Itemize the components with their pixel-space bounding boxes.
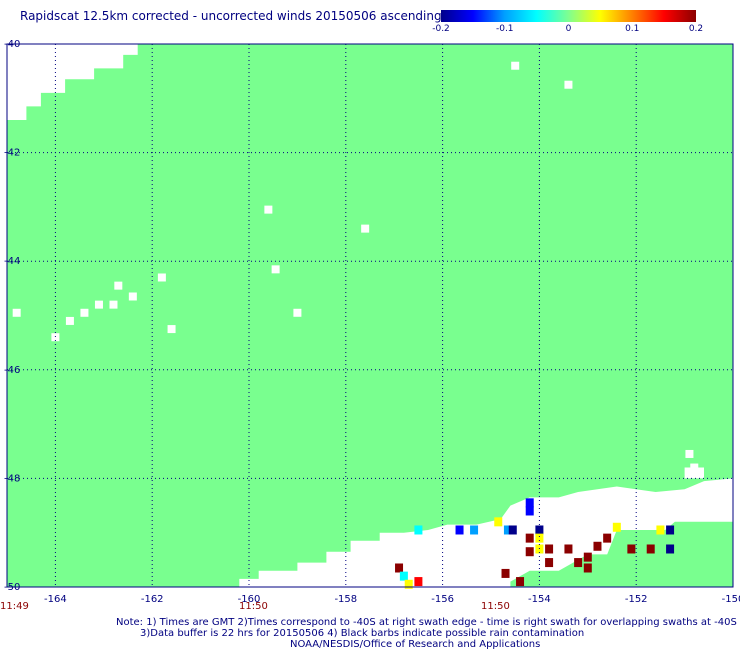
no-data-cell: [12, 308, 21, 317]
no-data-cell: [80, 308, 89, 317]
anomaly-cell: [646, 544, 655, 554]
chart-title: Rapidscat 12.5km corrected - uncorrected…: [20, 9, 442, 23]
anomaly-cell: [455, 525, 464, 535]
colorbar-gradient: [441, 10, 696, 22]
y-tick-labels: -40 -42 -44 -46 -48 -50: [4, 39, 20, 593]
colorbar-tick-label: 0: [566, 24, 572, 34]
anomaly-cell: [404, 579, 413, 589]
y-tick-label: -46: [4, 365, 20, 376]
x-tick-label: -154: [528, 594, 551, 605]
anomaly-cell: [414, 577, 423, 587]
no-data-cell: [157, 273, 166, 282]
no-data-region-bottom: [239, 478, 734, 587]
colorbar-tick-label: 0.1: [625, 24, 639, 34]
no-data-cell: [114, 281, 123, 290]
colorbar-tick-label: -0.2: [432, 24, 450, 34]
anomaly-cell: [612, 522, 621, 532]
anomaly-cell: [516, 577, 525, 587]
anomaly-cell: [501, 568, 510, 578]
no-data-cell: [128, 292, 137, 301]
y-tick-label: -48: [4, 473, 20, 484]
anomaly-cell: [593, 541, 602, 551]
no-data-region-bottom-right: [684, 467, 704, 479]
no-data-cell: [94, 300, 103, 309]
anomaly-cell: [470, 525, 479, 535]
no-data-cell: [65, 316, 74, 325]
colorbar-tick-labels: -0.2 -0.1 0 0.1 0.2: [432, 24, 703, 34]
x-tick-labels: -164 -162 -160 -158 -156 -154 -152 -150: [44, 594, 740, 605]
x-tick-label: -164: [44, 594, 67, 605]
x-tick-label: -160: [238, 594, 261, 605]
colorbar-tick-label: 0.2: [689, 24, 703, 34]
no-data-cell: [685, 449, 694, 458]
time-label: 11:50: [239, 601, 268, 612]
anomaly-cell: [545, 558, 554, 568]
anomaly-cell: [603, 533, 612, 543]
anomaly-cell: [656, 525, 665, 535]
anomaly-cell: [525, 533, 534, 543]
anomaly-cell: [503, 525, 512, 535]
anomaly-cell: [535, 533, 544, 543]
anomaly-cell: [564, 544, 573, 554]
anomaly-cell: [583, 563, 592, 573]
x-tick-label: -162: [141, 594, 164, 605]
time-label: 11:50: [481, 601, 510, 612]
no-data-cell: [109, 300, 118, 309]
anomaly-cell: [399, 571, 408, 581]
grid-lines: [7, 44, 733, 587]
no-data-cell: [264, 205, 273, 214]
anomaly-cell: [525, 506, 534, 516]
x-tick-label: -152: [625, 594, 648, 605]
no-data-cell: [690, 463, 699, 472]
anomaly-cell: [583, 552, 592, 562]
y-tick-label: -40: [4, 39, 20, 50]
y-tick-label: -50: [4, 582, 20, 593]
anomaly-cell: [627, 544, 636, 554]
no-data-region-top-left: [7, 44, 138, 120]
note-line-1: Note: 1) Times are GMT 2)Times correspon…: [116, 617, 737, 628]
anomaly-cell: [545, 544, 554, 554]
anomaly-cell: [666, 544, 675, 554]
x-tick-label: -158: [334, 594, 357, 605]
no-data-cell: [361, 224, 370, 233]
time-labels: 11:49 11:50 11:50: [0, 601, 510, 612]
y-tick-label: -44: [4, 256, 20, 267]
colorbar: [441, 10, 696, 22]
no-data-cell: [293, 308, 302, 317]
anomaly-cell: [395, 563, 404, 573]
no-data-cell: [51, 333, 60, 342]
anomaly-cell: [535, 525, 544, 535]
no-data-cell: [271, 265, 280, 274]
note-line-2: 3)Data buffer is 22 hrs for 20150506 4) …: [140, 628, 584, 639]
anomaly-cell: [414, 525, 423, 535]
no-data-cell: [167, 325, 176, 334]
x-tick-label: -150: [722, 594, 740, 605]
y-tick-label: -42: [4, 148, 20, 159]
x-tick-label: -156: [431, 594, 454, 605]
anomaly-cell: [494, 517, 503, 527]
note-line-3: NOAA/NESDIS/Office of Research and Appli…: [290, 639, 540, 650]
no-data-cell: [564, 80, 573, 89]
plot-frame: [6, 43, 734, 588]
anomaly-cell: [525, 498, 534, 508]
anomaly-cell: [525, 547, 534, 557]
colorbar-tick-label: -0.1: [496, 24, 514, 34]
anomaly-cell: [574, 558, 583, 568]
plot-area: [6, 43, 734, 589]
no-data-cells: [12, 61, 699, 472]
time-label: 11:49: [0, 601, 29, 612]
anomaly-cell: [508, 525, 517, 535]
anomaly-cell: [666, 525, 675, 535]
no-data-cell: [511, 61, 520, 70]
